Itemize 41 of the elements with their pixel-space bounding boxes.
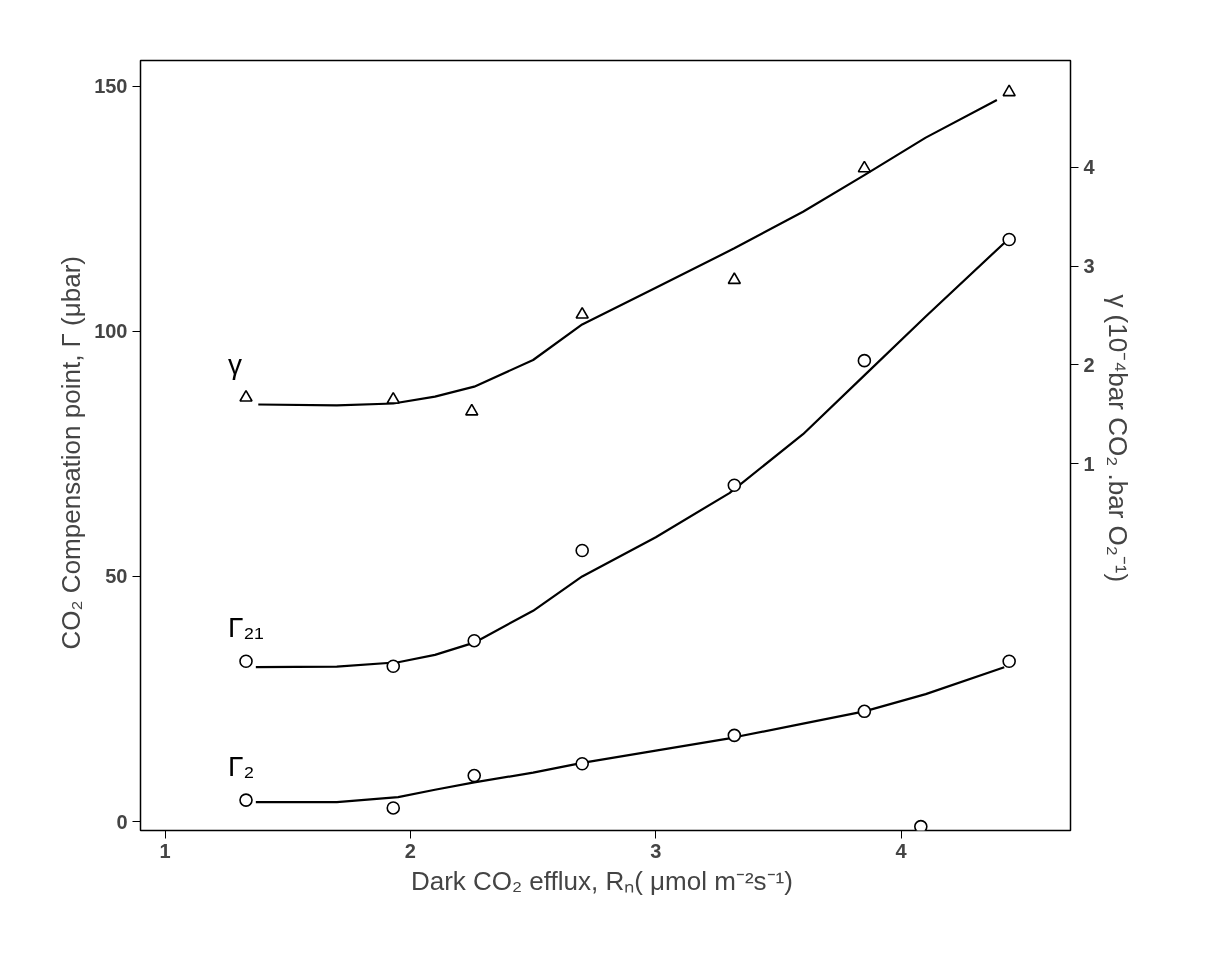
y-tick-label: 0	[116, 810, 128, 833]
line-series	[257, 98, 998, 407]
point	[464, 403, 479, 416]
point	[239, 654, 253, 669]
y-tick-label: 100	[94, 320, 128, 343]
point	[386, 659, 401, 673]
point	[1002, 232, 1016, 247]
series-label: γ	[228, 348, 243, 380]
point	[727, 728, 742, 743]
point	[386, 801, 401, 815]
point	[386, 391, 401, 404]
point	[857, 353, 872, 368]
point	[467, 768, 482, 783]
x-axis-title: Dark CO₂ efflux, Rₙ( μmol m⁻²s⁻¹)	[410, 865, 793, 896]
y2-tick-label: 3	[1083, 255, 1095, 278]
x-tick-label: 3	[650, 839, 662, 862]
y-tick-label: 150	[94, 75, 128, 97]
point	[914, 819, 928, 831]
point	[239, 793, 253, 807]
point	[575, 757, 589, 771]
point	[239, 389, 253, 402]
point	[467, 633, 482, 648]
point	[857, 160, 872, 173]
point	[1002, 654, 1016, 669]
series-label: Γ₂₁	[228, 612, 264, 644]
y2-tick-label: 4	[1083, 156, 1096, 179]
x-tick-label: 4	[895, 839, 908, 862]
y-tick-label: 50	[105, 565, 128, 588]
y2-tick-label: 1	[1083, 452, 1095, 475]
y-axis-title: CO₂ Compensation point, Γ (μbar)	[56, 255, 87, 650]
point	[1002, 84, 1016, 97]
point	[575, 306, 589, 319]
series-label: Γ₂	[228, 751, 255, 783]
y2-axis-title: γ (10⁻⁴bar CO₂ .bar O₂⁻¹)	[1102, 294, 1133, 583]
point	[575, 543, 589, 558]
point	[727, 478, 742, 493]
x-tick-label: 2	[404, 839, 416, 862]
point	[857, 704, 872, 719]
point	[727, 272, 742, 285]
x-tick-label: 1	[159, 839, 171, 862]
y2-tick-label: 2	[1083, 353, 1095, 376]
